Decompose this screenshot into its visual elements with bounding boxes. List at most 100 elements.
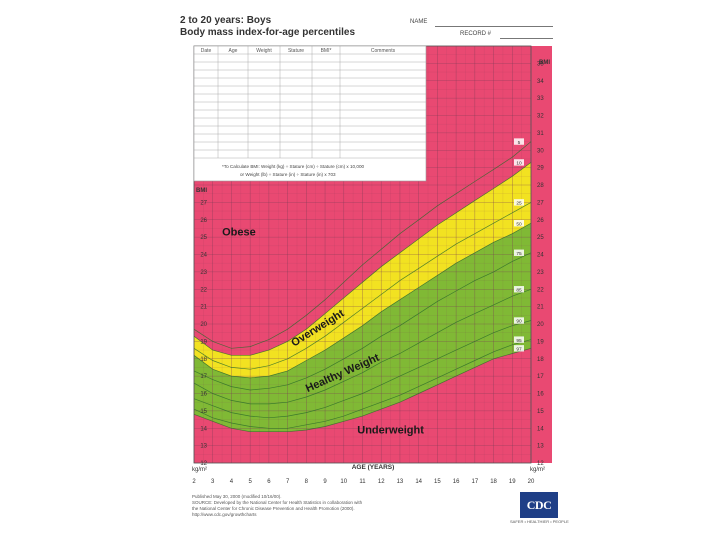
percentile-line-95th: [193, 162, 532, 356]
percentile-tag-box-75th: [514, 249, 524, 256]
x-tick-label: 9: [323, 479, 327, 485]
x-tick-label: 18: [490, 479, 497, 485]
y-tick-label-left: 22: [200, 287, 207, 293]
x-tick-label: 19: [509, 479, 516, 485]
y-tick-label-right: 22: [537, 287, 544, 293]
y-tick-label-right: 13: [537, 444, 544, 450]
y-tick-label-right: 18: [537, 357, 544, 363]
x-tick-label: 13: [397, 479, 404, 485]
cdc-tagline: SAFER • HEALTHIER • PEOPLE: [510, 519, 569, 524]
table-header-stature: Stature: [288, 48, 304, 54]
chart-title-line2: Body mass index-for-age percentiles: [180, 27, 356, 38]
y-tick-label-right: 16: [537, 392, 544, 398]
y-tick-label-right: 26: [537, 218, 544, 224]
growthcharts-link[interactable]: http://www.cdc.gov/growthcharts: [192, 512, 257, 517]
percentile-lines: [193, 141, 532, 433]
y-tick-label-right: 14: [537, 426, 544, 432]
x-tick-label: 15: [434, 479, 441, 485]
x-tick-label: 4: [230, 479, 234, 485]
cdc-logo: CDC: [520, 492, 558, 518]
y-tick-label-left: 24: [200, 253, 207, 259]
y-tick-label-right: 33: [537, 96, 544, 102]
record-label: RECORD #: [460, 31, 492, 37]
y-tick-label-right: 34: [537, 79, 544, 85]
zone-label-underweight: Underweight: [357, 424, 424, 436]
percentile-tag-box-85th: [514, 220, 524, 227]
x-tick-label: 6: [267, 479, 271, 485]
y-tick-label-right: 24: [537, 253, 544, 259]
y-tick-label-right: 30: [537, 148, 544, 154]
publication-info: Published May 30, 2000 (modified 10/16/0…: [192, 494, 492, 518]
x-tick-label: 16: [453, 479, 460, 485]
y-tick-label-left: 27: [200, 200, 207, 206]
x-tick-label: 17: [471, 479, 478, 485]
x-tick-label: 5: [248, 479, 252, 485]
x-unit-right: kg/m²: [530, 467, 545, 473]
published-date: Published May 30, 2000 (modified 10/16/0…: [192, 494, 282, 499]
underweight-zone: [194, 348, 531, 463]
percentile-tag-95th: 10: [516, 161, 522, 167]
percentile-tag-25th: 90: [516, 319, 522, 325]
y-tick-label-right: 28: [537, 183, 544, 189]
y-tick-label-left: 16: [200, 392, 207, 398]
source-line-1: SOURCE: Developed by the National Center…: [192, 500, 363, 505]
y-tick-label-left: 23: [200, 270, 207, 276]
percentile-tag-85th: 50: [516, 221, 522, 227]
y-tick-label-left: 19: [200, 339, 207, 345]
percentile-tags: 97 95 90 85 75 50 25 10 5: [514, 138, 524, 353]
record-table: [193, 45, 427, 182]
y-tick-label-right: 29: [537, 166, 544, 172]
y-tick-label-right: 20: [537, 322, 544, 328]
x-tick-label: 10: [340, 479, 347, 485]
percentile-tag-box-25th: [514, 317, 524, 324]
y-tick-label-left: 13: [200, 444, 207, 450]
y-axis-title-left: BMI: [196, 188, 207, 194]
percentile-line-75th: [193, 252, 532, 391]
percentile-tag-box-10th: [514, 336, 524, 343]
y-axis-right: 12 13 14 15 16 17 18 19 20 21 22 23 24 25 26 27 28 29 30 31…: [537, 61, 544, 467]
y-tick-label-right: 21: [537, 305, 544, 311]
percentile-tag-90th: 25: [516, 201, 522, 207]
record-field[interactable]: [500, 38, 553, 39]
table-header-date: Date: [201, 48, 212, 54]
bmi-formula-line1: *To Calculate BMI: Weight (kg) ÷ Stature…: [222, 164, 364, 169]
zone-label-obese: Obese: [222, 226, 256, 238]
x-axis: 2 3 4 5 6 7 8 9 10 11 12 13 14 15 16 17 18 19 20: [192, 479, 535, 485]
percentile-tag-box-90th: [514, 199, 524, 206]
y-tick-label-right: 15: [537, 409, 544, 415]
y-tick-label-right: 23: [537, 270, 544, 276]
x-tick-label: 3: [211, 479, 215, 485]
x-tick-label: 2: [192, 479, 196, 485]
percentile-tag-box-5th: [514, 345, 524, 352]
percentile-tag-50th: 85: [516, 287, 522, 293]
y-tick-label-left: 25: [200, 235, 207, 241]
record-table-grid: [194, 46, 426, 159]
table-header-age: Age: [229, 48, 238, 54]
y-tick-label-left: 21: [200, 305, 207, 311]
y-tick-label-right: 12: [537, 461, 544, 467]
table-header-weight: Weight: [256, 48, 272, 54]
table-header-comments: Comments: [371, 48, 396, 54]
y-tick-label-left: 20: [200, 322, 207, 328]
y-tick-label-right: 25: [537, 235, 544, 241]
name-field[interactable]: [435, 26, 553, 27]
percentile-tag-10th: 95: [516, 338, 522, 344]
x-tick-label: 11: [359, 479, 366, 485]
y-tick-label-right: 27: [537, 200, 544, 206]
percentile-tag-box-95th: [514, 159, 524, 166]
bmi-formula-line2: or Weight (lb) ÷ Stature (in) ÷ Stature …: [240, 172, 336, 177]
y-tick-label-left: 14: [200, 426, 207, 432]
percentile-line-90th: [193, 202, 532, 370]
percentile-line-5th: [193, 347, 532, 433]
y-tick-label-left: 12: [200, 461, 207, 467]
x-tick-label: 12: [378, 479, 385, 485]
y-tick-label-left: 26: [200, 218, 207, 224]
y-tick-label-left: 15: [200, 409, 207, 415]
x-tick-label: 20: [528, 479, 535, 485]
percentile-tag-box-50th: [514, 286, 524, 293]
x-tick-label: 8: [305, 479, 309, 485]
y-tick-label-left: 18: [200, 357, 207, 363]
percentile-line-50th: [193, 288, 532, 405]
